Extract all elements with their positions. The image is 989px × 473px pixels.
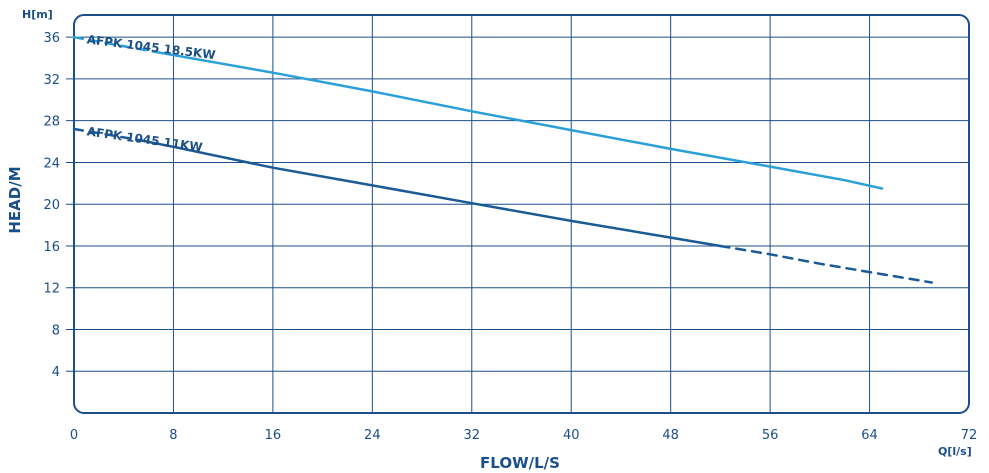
y-unit-label: H[m] <box>22 8 53 21</box>
x-tick-label: 0 <box>70 428 78 443</box>
y-tick-label: 20 <box>43 198 60 213</box>
y-tick-label: 12 <box>43 282 60 297</box>
y-tick-label: 16 <box>43 240 60 255</box>
series-2-solid-line <box>134 138 722 248</box>
x-tick-label: 32 <box>464 428 481 443</box>
plot-frame <box>73 14 970 414</box>
grid-lines <box>66 15 969 413</box>
series-1-solid-line <box>153 50 884 190</box>
x-tick-label: 24 <box>364 428 381 443</box>
x-tick-label: 40 <box>563 428 580 443</box>
y-axis-title: HEAD/M <box>6 166 24 233</box>
y-tick-label: 24 <box>43 156 60 171</box>
x-tick-label: 48 <box>662 428 679 443</box>
x-tick-label: 56 <box>762 428 779 443</box>
y-tick-label: 28 <box>43 115 60 130</box>
y-tick-label: 32 <box>43 73 60 88</box>
y-tick-label: 8 <box>52 323 60 338</box>
y-tick-label: 4 <box>52 365 60 380</box>
series-1-dashed-line <box>72 35 157 54</box>
x-unit-label: Q[l/s] <box>938 445 972 458</box>
series-2-name-label: AFPK 1045 11KW <box>86 124 203 154</box>
x-tick-label: 16 <box>265 428 282 443</box>
x-axis-title: FLOW/L/S <box>480 454 560 472</box>
series-2-dashed-end-line <box>719 244 933 284</box>
x-tick-label: 72 <box>961 428 978 443</box>
series-2-dashed-start-line <box>72 127 138 141</box>
y-tick-label: 36 <box>43 31 60 46</box>
x-tick-label: 8 <box>169 428 177 443</box>
x-tick-label: 64 <box>861 428 878 443</box>
